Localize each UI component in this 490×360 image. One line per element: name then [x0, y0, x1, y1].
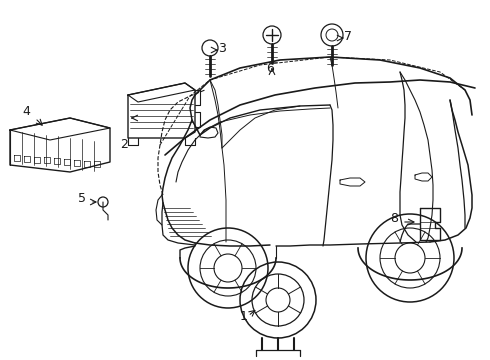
Text: 1: 1 — [240, 310, 248, 323]
Text: 7: 7 — [344, 30, 352, 43]
Text: 6: 6 — [266, 62, 274, 75]
Text: 8: 8 — [390, 212, 398, 225]
Text: 4: 4 — [22, 105, 30, 118]
Text: 5: 5 — [78, 192, 86, 205]
Text: 2: 2 — [120, 138, 128, 151]
Text: 3: 3 — [218, 42, 226, 55]
